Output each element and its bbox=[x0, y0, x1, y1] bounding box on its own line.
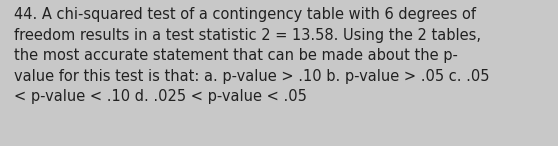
Text: 44. A chi-squared test of a contingency table with 6 degrees of
freedom results : 44. A chi-squared test of a contingency … bbox=[14, 7, 489, 104]
